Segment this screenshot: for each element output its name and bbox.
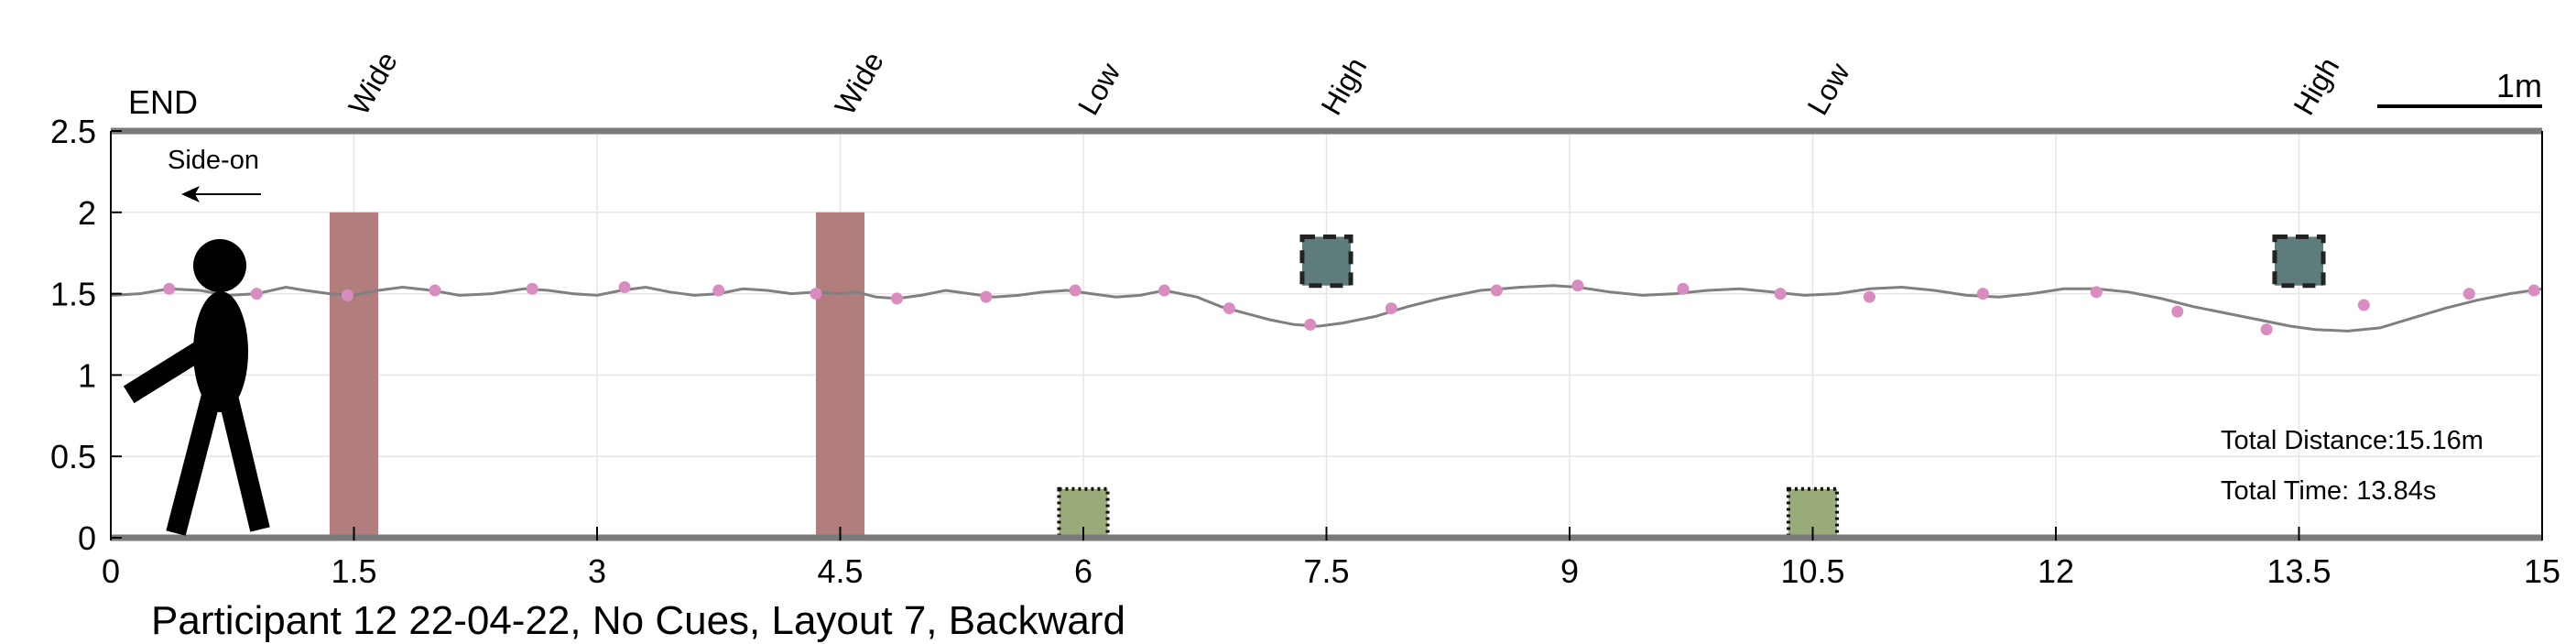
trajectory-marker-14 [1385, 302, 1397, 315]
trajectory-marker-13 [1304, 318, 1317, 331]
trajectory-layer [110, 279, 2543, 336]
trajectory-marker-10 [1069, 284, 1081, 297]
figure-leg-front [215, 382, 270, 532]
end-label: END [128, 83, 198, 121]
grid-layer [110, 130, 2543, 539]
scale-bar-label: 1m [2496, 67, 2542, 104]
chart-caption: Participant 12 22-04-22, No Cues, Layout… [151, 598, 1125, 643]
y-tick-label-3: 1.5 [50, 276, 96, 313]
trajectory-marker-19 [1863, 290, 1875, 303]
trajectory-marker-25 [2462, 288, 2475, 300]
trajectory-marker-17 [1677, 282, 1690, 295]
trajectory-marker-5 [618, 280, 631, 293]
trajectory-marker-21 [2090, 286, 2103, 299]
trajectory-marker-3 [429, 284, 441, 297]
obstacle-label-2: Low [1071, 57, 1127, 121]
walking-figure-icon [123, 239, 270, 536]
axes-layer [110, 127, 2543, 541]
trajectory-marker-20 [1976, 288, 1989, 300]
x-tick-label-3: 4.5 [817, 552, 863, 590]
y-tick-label-1: 0.5 [50, 438, 96, 475]
trajectory-marker-9 [980, 290, 993, 303]
trajectory-marker-22 [2171, 305, 2184, 318]
obstacle-layer [329, 212, 2326, 540]
obstacle-label-1: Wide [828, 46, 890, 120]
trajectory-marker-12 [1223, 302, 1235, 315]
x-tick-label-8: 12 [2038, 552, 2074, 590]
trajectory-marker-11 [1158, 284, 1170, 297]
y-tick-label-5: 2.5 [50, 113, 96, 150]
trajectory-marker-7 [810, 288, 822, 300]
obstacle-label-4: Low [1800, 57, 1856, 121]
figure-arm [123, 328, 227, 404]
x-tick-label-10: 15 [2524, 552, 2560, 590]
trajectory-marker-6 [712, 284, 725, 297]
x-tick-label-4: 6 [1074, 552, 1092, 590]
obstacle-high-5 [2272, 234, 2326, 289]
trajectory-marker-4 [526, 282, 538, 295]
x-tick-label-6: 9 [1560, 552, 1579, 590]
y-tick-label-4: 2 [78, 194, 96, 232]
y-tick-label-2: 1 [78, 356, 96, 394]
y-tick-label-0: 0 [78, 519, 96, 557]
direction-indicator: Side-on [168, 146, 261, 202]
figure-body [193, 291, 248, 412]
direction-arrow-head-icon [181, 186, 200, 202]
obstacle-label-0: Wide [342, 46, 404, 120]
scale-bar: 1m [2377, 67, 2542, 108]
trajectory-marker-2 [341, 289, 353, 301]
x-tick-label-2: 3 [588, 552, 606, 590]
trajectory-marker-8 [890, 292, 903, 305]
trajectory-marker-1 [250, 288, 263, 300]
x-tick-label-0: 0 [102, 552, 120, 590]
x-tick-label-1: 1.5 [331, 552, 376, 590]
x-tick-label-7: 10.5 [1780, 552, 1844, 590]
trajectory-marker-18 [1774, 288, 1787, 300]
figure-head [193, 239, 246, 292]
total-distance-label: Total Distance:15.16m [2221, 426, 2484, 455]
obstacle-wide-1 [815, 212, 865, 539]
direction-label: Side-on [168, 146, 259, 175]
trajectory-line-0 [110, 284, 2543, 333]
x-tick-label-5: 7.5 [1303, 552, 1349, 590]
trajectory-marker-23 [2260, 323, 2273, 336]
trajectory-marker-15 [1490, 284, 1503, 297]
x-tick-label-9: 13.5 [2266, 552, 2331, 590]
figure-leg-back [166, 382, 224, 536]
trajectory-marker-26 [2527, 284, 2540, 297]
total-time-label: Total Time: 13.84s [2221, 476, 2436, 506]
trajectory-marker-0 [163, 282, 176, 295]
obstacle-wide-0 [329, 212, 379, 539]
obstacle-high-3 [1299, 234, 1353, 289]
obstacle-label-5: High [2287, 52, 2345, 121]
obstacle-label-3: High [1314, 52, 1373, 121]
trajectory-marker-16 [1571, 279, 1584, 292]
trajectory-marker-24 [2357, 299, 2370, 311]
